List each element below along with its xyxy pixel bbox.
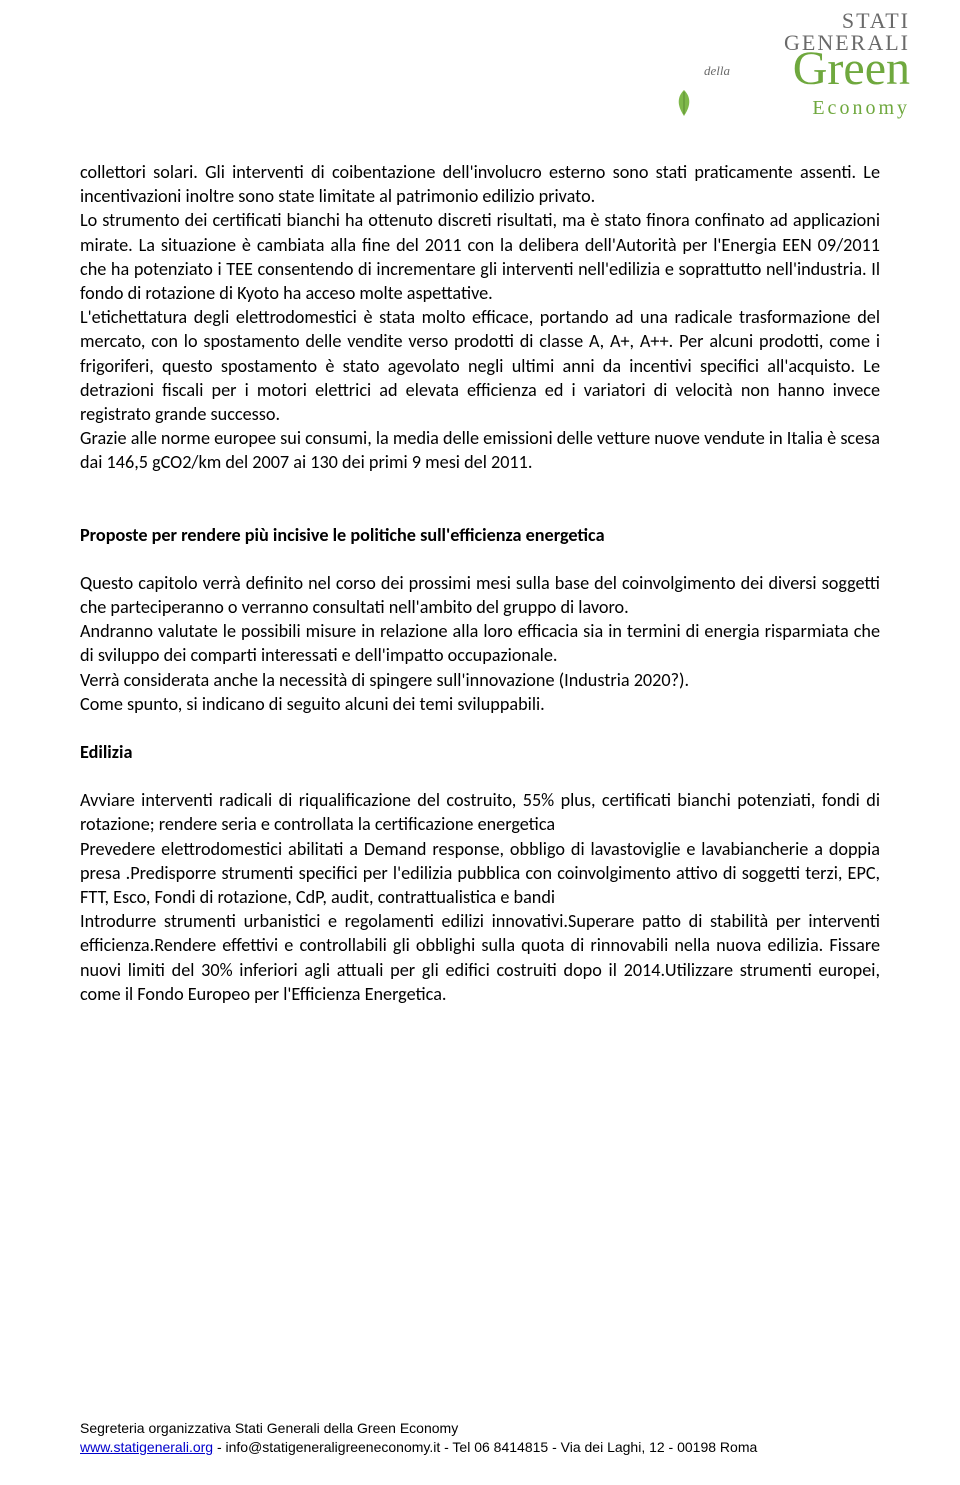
- section-heading-proposte: Proposte per rendere più incisive le pol…: [80, 523, 880, 547]
- paragraph: Verrà considerata anche la necessità di …: [80, 668, 880, 692]
- sub-heading-edilizia: Edilizia: [80, 740, 880, 764]
- footer-rest: - info@statigeneraligreeneconomy.it - Te…: [213, 1439, 757, 1455]
- paragraph: Introdurre strumenti urbanistici e regol…: [80, 909, 880, 1006]
- logo-text-economy: Economy: [680, 98, 910, 118]
- logo: STATI GENERALI della Green Economy: [680, 10, 910, 130]
- logo-text-stati: STATI: [680, 10, 910, 32]
- paragraph: Questo capitolo verrà definito nel corso…: [80, 571, 880, 619]
- footer: Segreteria organizzativa Stati Generali …: [80, 1419, 880, 1457]
- document-body: collettori solari. Gli interventi di coi…: [80, 160, 880, 1006]
- paragraph: Prevedere elettrodomestici abilitati a D…: [80, 837, 880, 910]
- footer-line2: www.statigenerali.org - info@statigenera…: [80, 1438, 880, 1457]
- footer-line1: Segreteria organizzativa Stati Generali …: [80, 1419, 880, 1438]
- logo-text-della: della: [704, 64, 730, 77]
- paragraph: collettori solari. Gli interventi di coi…: [80, 160, 880, 208]
- page: STATI GENERALI della Green Economy colle…: [0, 0, 960, 1485]
- paragraph: Grazie alle norme europee sui consumi, l…: [80, 426, 880, 474]
- paragraph: Come spunto, si indicano di seguito alcu…: [80, 692, 880, 716]
- logo-text-green: Green: [793, 50, 910, 88]
- paragraph: L'etichettatura degli elettrodomestici è…: [80, 305, 880, 426]
- footer-link[interactable]: www.statigenerali.org: [80, 1439, 213, 1455]
- paragraph: Avviare interventi radicali di riqualifi…: [80, 788, 880, 836]
- paragraph: Andranno valutate le possibili misure in…: [80, 619, 880, 667]
- paragraph: Lo strumento dei certificati bianchi ha …: [80, 208, 880, 305]
